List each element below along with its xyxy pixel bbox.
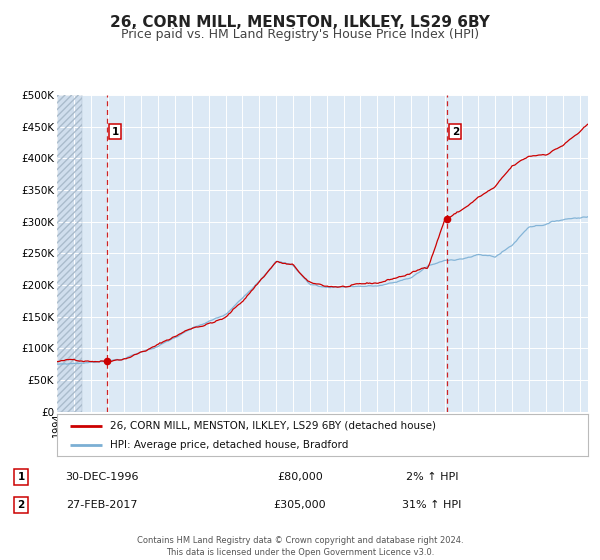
- Text: HPI: Average price, detached house, Bradford: HPI: Average price, detached house, Brad…: [110, 440, 349, 450]
- Text: 2% ↑ HPI: 2% ↑ HPI: [406, 472, 458, 482]
- Text: 1: 1: [17, 472, 25, 482]
- Text: 1: 1: [112, 127, 119, 137]
- Text: Contains HM Land Registry data © Crown copyright and database right 2024.
This d: Contains HM Land Registry data © Crown c…: [137, 536, 463, 557]
- Text: Price paid vs. HM Land Registry's House Price Index (HPI): Price paid vs. HM Land Registry's House …: [121, 28, 479, 41]
- Text: 26, CORN MILL, MENSTON, ILKLEY, LS29 6BY: 26, CORN MILL, MENSTON, ILKLEY, LS29 6BY: [110, 15, 490, 30]
- Text: £305,000: £305,000: [274, 500, 326, 510]
- Text: 2: 2: [452, 127, 459, 137]
- Text: 26, CORN MILL, MENSTON, ILKLEY, LS29 6BY (detached house): 26, CORN MILL, MENSTON, ILKLEY, LS29 6BY…: [110, 421, 436, 431]
- Text: 2: 2: [17, 500, 25, 510]
- Text: 30-DEC-1996: 30-DEC-1996: [65, 472, 139, 482]
- Text: 31% ↑ HPI: 31% ↑ HPI: [403, 500, 461, 510]
- Text: 27-FEB-2017: 27-FEB-2017: [66, 500, 138, 510]
- Text: £80,000: £80,000: [277, 472, 323, 482]
